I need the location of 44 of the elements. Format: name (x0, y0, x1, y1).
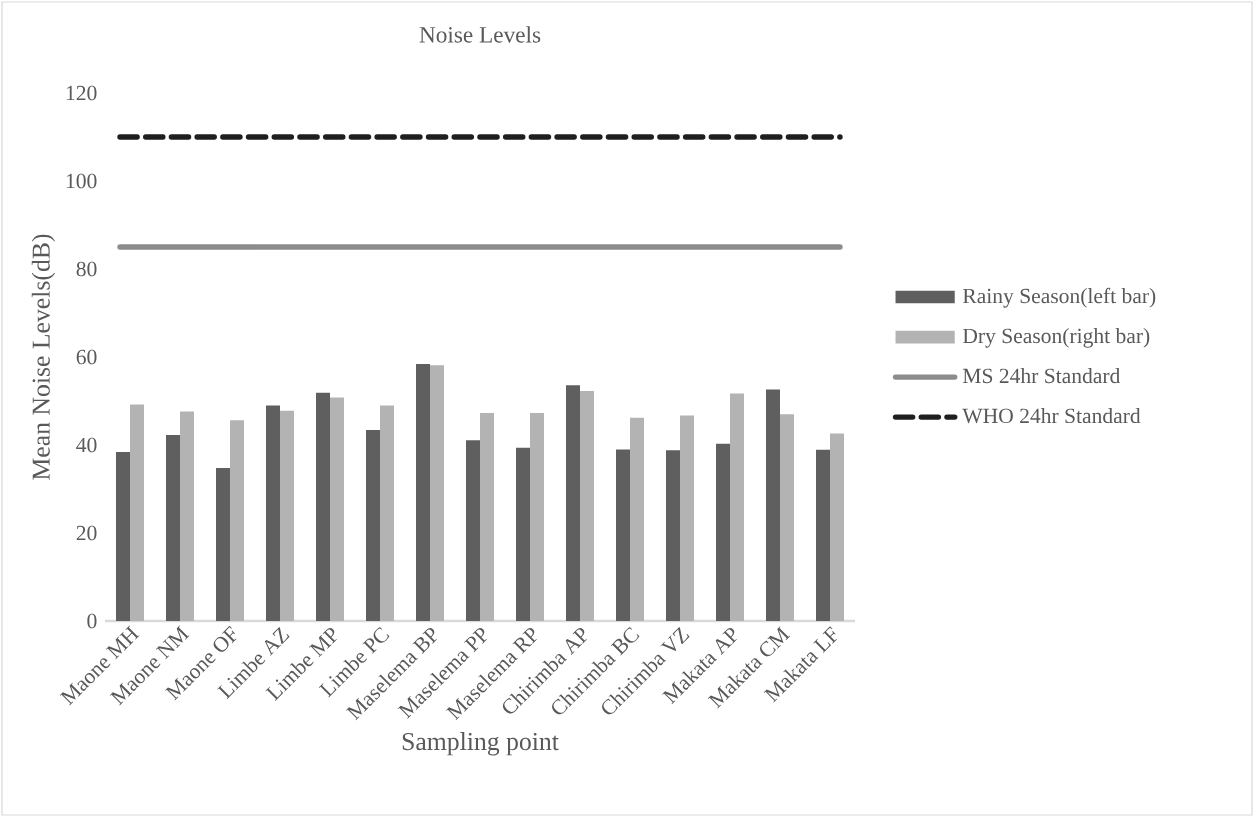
bar (530, 412, 544, 621)
bar (780, 414, 795, 621)
bar (416, 364, 430, 621)
bar (816, 449, 830, 621)
bar (730, 393, 744, 621)
bar (716, 443, 730, 621)
bar (315, 392, 330, 621)
y-tick-label: 20 (76, 525, 97, 541)
bar (616, 449, 630, 621)
y-tick-label: 100 (66, 173, 97, 189)
bar (166, 434, 180, 621)
legend-label: WHO 24hr Standard (962, 407, 1141, 424)
y-tick-label: 120 (66, 85, 97, 101)
bar (630, 417, 644, 621)
bar (765, 389, 780, 621)
bar (366, 430, 380, 621)
bar (130, 404, 145, 621)
x-axis-title: Sampling point (402, 732, 559, 756)
bar (280, 410, 294, 621)
bar (380, 405, 394, 621)
bar (580, 390, 595, 621)
legend-label: MS 24hr Standard (962, 368, 1121, 384)
bar (516, 447, 530, 621)
legend-label: Rainy Season(left bar) (962, 287, 1156, 308)
bar (430, 365, 444, 621)
bar (666, 450, 681, 621)
bar (229, 420, 244, 621)
legend-label: Dry Season(right bar) (962, 328, 1150, 348)
bar (115, 452, 130, 621)
bar (680, 415, 694, 621)
bar (830, 433, 845, 621)
y-tick-label: 0 (87, 613, 97, 629)
bar (565, 385, 580, 621)
y-tick-label: 60 (76, 349, 97, 365)
y-tick-label: 80 (76, 261, 97, 277)
bar (466, 440, 480, 621)
bar (266, 405, 280, 621)
chart-title: Noise Levels (419, 26, 541, 43)
y-tick-label: 40 (76, 437, 97, 453)
bar (480, 412, 494, 621)
bar (180, 411, 194, 621)
bar (330, 397, 344, 621)
y-axis-title: Mean Noise Levels(dB) (31, 234, 56, 480)
bar (216, 467, 230, 621)
